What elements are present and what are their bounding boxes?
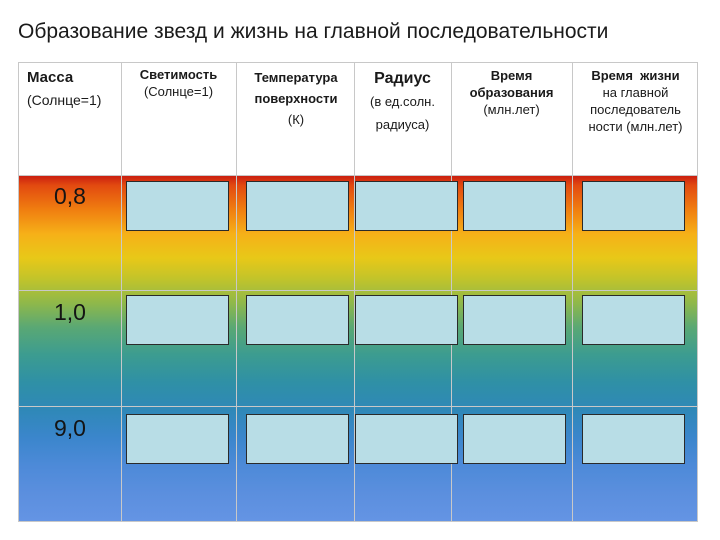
column-divider [572,63,573,521]
header-lifetime-title: Время жизни [591,68,680,83]
page-title: Образование звезд и жизнь на главной пос… [18,20,609,43]
header-mass-unit: (Солнце=1) [27,92,102,108]
header-luminosity: Светимость (Солнце=1) [121,67,236,99]
cell-radius-row-2[interactable] [355,295,458,345]
header-temperature-unit: (К) [287,112,305,127]
mass-value-row-2: 1,0 [54,299,86,325]
header-radius-unit-line1: (в ед.солн. [370,94,435,109]
header-radius-unit-line2: радиуса) [375,117,430,132]
row-divider [19,175,697,176]
cell-formation-time-row-3[interactable] [463,414,566,464]
cell-luminosity-row-2[interactable] [126,295,229,345]
mass-value-row-1: 0,8 [54,183,86,209]
row-divider [19,290,697,291]
header-radius: Радиус (в ед.солн. радиуса) [354,67,451,136]
cell-temperature-row-3[interactable] [246,414,349,464]
star-table: Масса (Солнце=1) Светимость (Солнце=1) Т… [18,62,698,522]
cell-lifetime-row-3[interactable] [582,414,685,464]
header-formation-time-title: Время [490,68,533,83]
cell-radius-row-1[interactable] [355,181,458,231]
column-divider [236,63,237,521]
header-formation-time-unit: (млн.лет) [483,102,540,117]
header-luminosity-title: Светимость [139,67,218,82]
column-divider [451,63,452,521]
header-lifetime-line3: последователь [590,102,681,117]
header-lifetime-line2: на главной [602,85,669,100]
cell-formation-time-row-2[interactable] [463,295,566,345]
header-luminosity-unit: (Солнце=1) [143,84,214,99]
header-mass: Масса (Солнце=1) [27,69,127,108]
cell-lifetime-row-2[interactable] [582,295,685,345]
cell-temperature-row-2[interactable] [246,295,349,345]
cell-luminosity-row-3[interactable] [126,414,229,464]
cell-lifetime-row-1[interactable] [582,181,685,231]
header-formation-time-subtitle: образования [469,85,554,100]
header-lifetime-line4: ности (млн.лет) [588,119,683,134]
mass-value-row-3: 9,0 [54,415,86,441]
header-temperature-title: Температура [254,70,338,85]
row-divider [19,406,697,407]
cell-formation-time-row-1[interactable] [463,181,566,231]
cell-luminosity-row-1[interactable] [126,181,229,231]
header-temperature-subtitle: поверхности [254,91,338,106]
column-divider [354,63,355,521]
cell-temperature-row-1[interactable] [246,181,349,231]
header-mass-title: Масса [27,69,74,86]
header-radius-title: Радиус [374,70,431,87]
header-formation-time: Время образования (млн.лет) [451,67,572,118]
cell-radius-row-3[interactable] [355,414,458,464]
column-divider [121,63,122,521]
header-temperature: Температура поверхности (К) [238,67,354,130]
header-lifetime: Время жизни на главной последователь нос… [572,67,699,135]
